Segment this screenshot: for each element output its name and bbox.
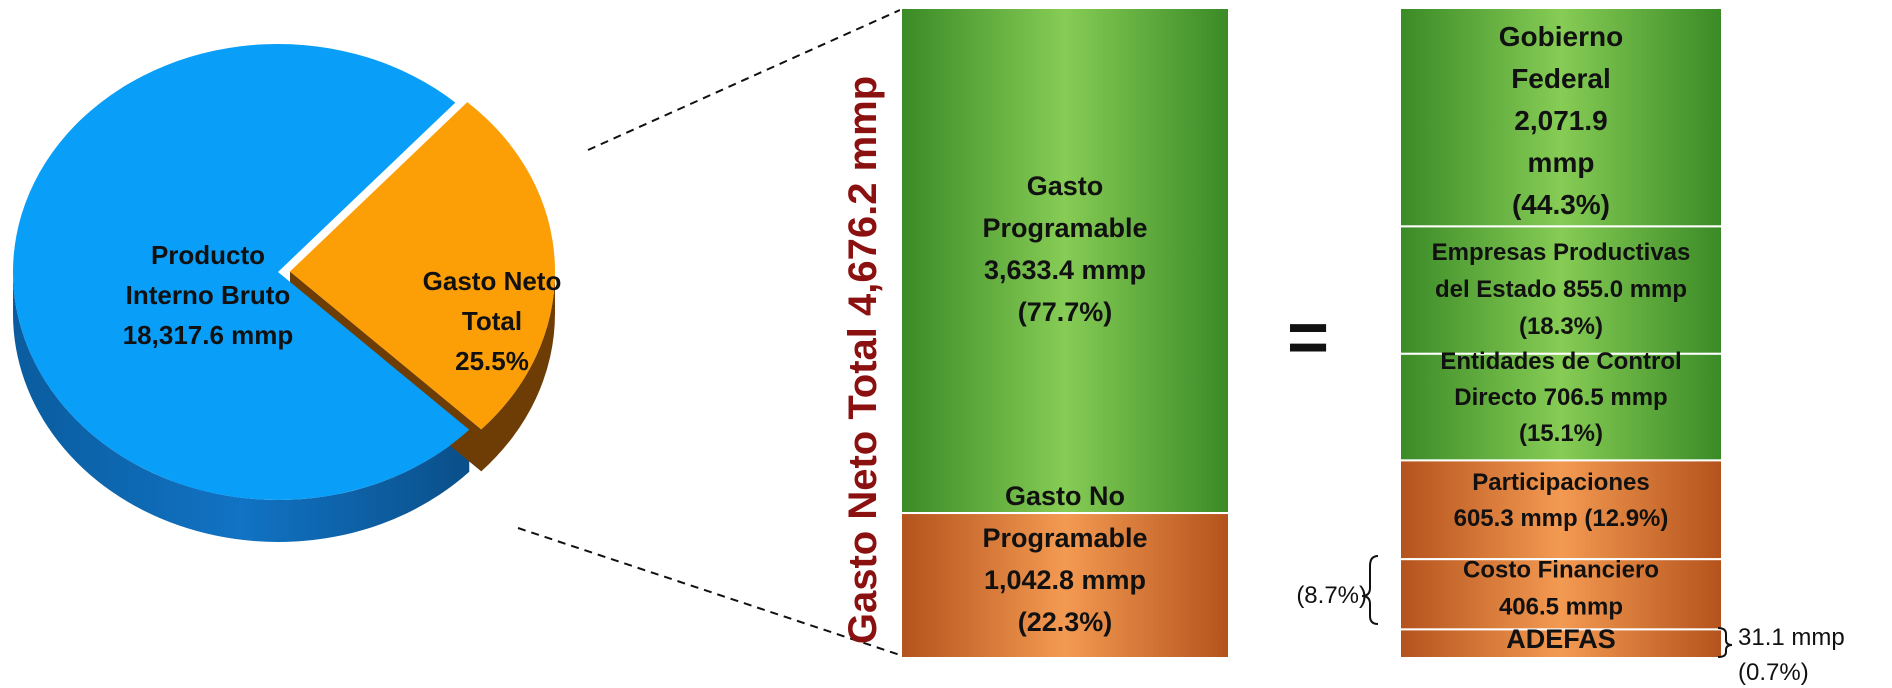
- right-bar-segment-label-5: ADEFAS: [1506, 624, 1616, 654]
- right-bar-segment-label-3: Participaciones 605.3 mmp (12.9%): [1454, 469, 1669, 532]
- adefas-brace: [1717, 627, 1733, 658]
- middle-bar-segment-1: [900, 512, 1230, 659]
- pie-slice-gdp-side: [13, 272, 470, 542]
- middle-bar-segment-label-0: Gasto Programable 3,633.4 mmp (77.7%): [982, 171, 1147, 327]
- equals-sign: =: [1287, 298, 1329, 378]
- gdp-pie-chart: Producto Interno Bruto 18,317.6 mmp Gasto …: [12, 44, 562, 542]
- pie-slice-gdp: [12, 44, 470, 500]
- right-bar-segment-label-1: Empresas Productivas del Estado 855.0 mmp…: [1432, 239, 1691, 340]
- connector-line-top: [587, 9, 901, 151]
- pie-label-spending: Gasto Neto Total 25.5%: [423, 266, 562, 376]
- right-stacked-bar: Gobierno Federal 2,071.9 mmp (44.3%) Empresas…: [1399, 7, 1723, 660]
- pie-slice-spending: [289, 102, 555, 430]
- right-bar-segment-1: [1399, 225, 1723, 355]
- total-spending-title: Gasto Neto Total 4,676.2 mmp: [841, 76, 885, 644]
- connector-line-bottom: [517, 527, 901, 656]
- costo-financiero-percent-annotation: (8.7%): [1296, 582, 1367, 609]
- right-bar-segment-5: [1399, 628, 1723, 660]
- middle-bar-segment-label-1: Gasto No Programable 1,042.8 mmp (22.3%): [982, 481, 1147, 637]
- right-bar-segment-label-4: Costo Financiero 406.5 mmp: [1463, 557, 1659, 621]
- costo-financiero-brace: [1361, 555, 1379, 625]
- right-bar-segment-label-0: Gobierno Federal 2,071.9 mmp (44.3%): [1499, 21, 1623, 220]
- right-bar-segment-0: [1399, 7, 1723, 228]
- adefas-value-annotation: 31.1 mmp: [1738, 624, 1845, 651]
- middle-stacked-bar: Gasto Programable 3,633.4 mmp (77.7%) Gasto …: [900, 7, 1230, 659]
- middle-bar-segment-0: [900, 7, 1230, 515]
- right-bar-segment-3: [1399, 459, 1723, 561]
- pie-label-gdp: Producto Interno Bruto 18,317.6 mmp: [123, 240, 294, 350]
- adefas-percent-annotation: (0.7%): [1738, 659, 1809, 686]
- right-bar-segment-label-2: Entidades de Control Directo 706.5 mmp (15…: [1440, 348, 1681, 447]
